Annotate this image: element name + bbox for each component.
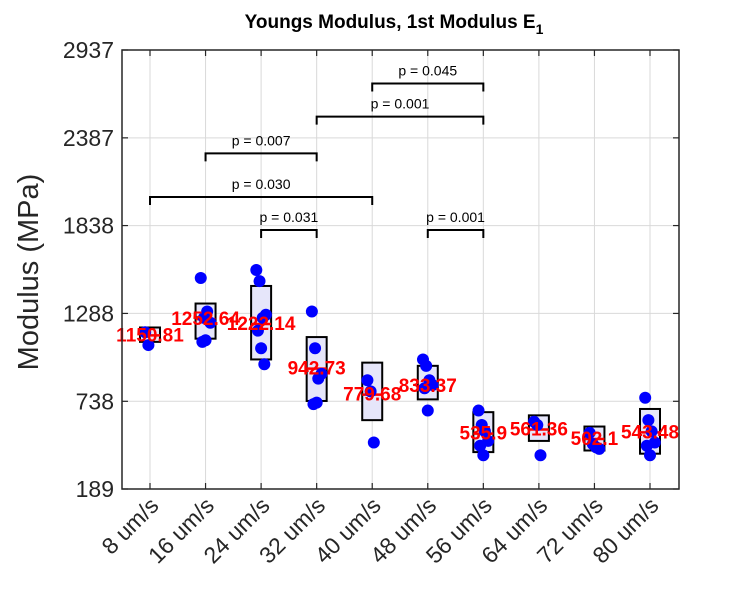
- data-point: [305, 305, 318, 318]
- mean-value-label: 833.37: [399, 376, 457, 397]
- y-tick-label: 1838: [63, 213, 114, 239]
- data-point: [199, 334, 212, 347]
- significance-bracket: [204, 152, 318, 162]
- data-point: [421, 404, 434, 417]
- mean-value-label: 1150.81: [116, 325, 184, 346]
- data-points: [139, 263, 661, 462]
- y-tick-label: 189: [76, 476, 114, 502]
- data-point: [640, 439, 653, 452]
- data-point: [477, 449, 490, 462]
- data-point: [253, 275, 266, 288]
- mean-value-label: 502.1: [571, 429, 619, 450]
- mean-value-label: 779.68: [343, 385, 401, 406]
- data-point: [255, 342, 268, 355]
- data-point: [534, 449, 547, 462]
- significance-bracket: [426, 229, 485, 239]
- significance-label: p = 0.031: [259, 209, 318, 225]
- significance-bracket: [371, 82, 485, 92]
- significance-label: p = 0.001: [371, 96, 430, 112]
- mean-value-label: 1222.14: [227, 314, 296, 335]
- mean-value-label: 1252.64: [171, 309, 240, 330]
- data-point: [315, 367, 328, 380]
- mean-value-label: 942.73: [288, 359, 346, 380]
- chart-title-subscript: 1: [536, 21, 544, 37]
- significance-label: p = 0.045: [398, 63, 457, 79]
- data-point: [251, 324, 264, 337]
- data-point: [201, 305, 214, 318]
- data-point: [139, 326, 152, 339]
- data-point: [644, 449, 656, 462]
- data-point: [258, 358, 271, 371]
- data-point: [474, 439, 487, 452]
- mean-value-label: 561.36: [510, 420, 568, 441]
- data-point: [142, 339, 155, 352]
- significance-bracket: [260, 229, 318, 239]
- data-point: [259, 308, 272, 321]
- mean-value-label: 543.48: [621, 422, 679, 443]
- data-point: [642, 414, 655, 427]
- data-point: [204, 316, 217, 329]
- data-point: [478, 425, 491, 438]
- significance-bracket: [315, 115, 485, 125]
- chart-title-main: Youngs Modulus, 1st Modulus E: [245, 12, 536, 33]
- y-tick-label: 2387: [63, 125, 114, 151]
- significance-label: p = 0.007: [232, 132, 291, 148]
- data-point: [310, 396, 323, 409]
- data-point: [309, 342, 322, 355]
- data-point: [250, 263, 263, 276]
- y-tick-label: 738: [76, 388, 114, 414]
- data-point: [645, 425, 658, 438]
- y-tick-label: 1288: [63, 300, 114, 326]
- y-tick-label: 2937: [63, 37, 114, 63]
- data-point: [531, 418, 544, 431]
- significance-bracket: [149, 195, 374, 205]
- significance-brackets: p = 0.007 p = 0.030 p = 0.031 p = 0.001 p = …: [149, 63, 485, 239]
- data-point: [194, 271, 207, 284]
- chart-title: Youngs Modulus, 1st Modulus E1: [245, 12, 544, 37]
- y-axis-ticks: 189 738 1288 1838 2387 2937: [63, 37, 679, 502]
- data-point: [593, 442, 606, 455]
- significance-label: p = 0.001: [426, 209, 485, 225]
- data-point: [583, 426, 596, 439]
- data-point: [367, 436, 380, 449]
- data-point: [364, 385, 377, 398]
- data-point: [418, 382, 431, 395]
- data-point: [472, 404, 485, 417]
- mean-value-label: 535.9: [460, 424, 508, 445]
- plot-area-frame: [121, 49, 680, 490]
- data-point: [420, 359, 433, 372]
- data-point: [361, 374, 374, 387]
- y-axis-label: Modulus (MPa): [13, 174, 45, 371]
- significance-label: p = 0.030: [232, 176, 291, 192]
- data-point: [639, 391, 652, 404]
